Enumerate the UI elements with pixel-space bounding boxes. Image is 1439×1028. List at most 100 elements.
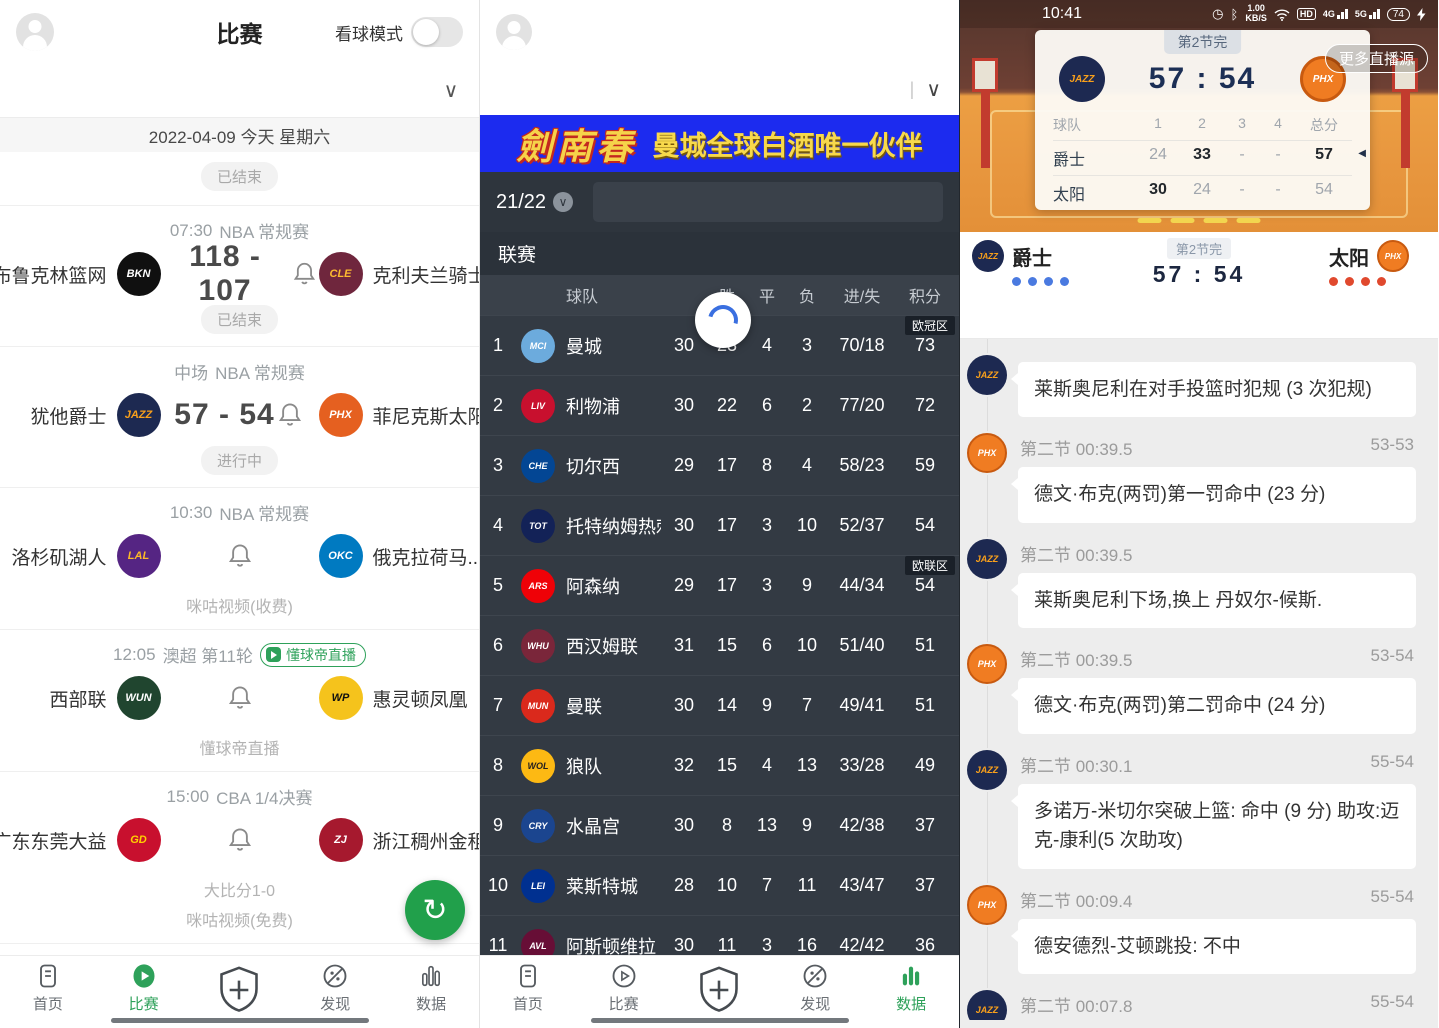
rank: 2 bbox=[492, 395, 503, 415]
quarter-row-jazz: 爵士 24 33- -57 bbox=[1053, 140, 1366, 175]
match-caption: 咪咕视频(收费) bbox=[186, 599, 293, 616]
nav-home[interactable]: 首页 bbox=[488, 962, 568, 1014]
col-goals: 进/失 bbox=[843, 289, 881, 306]
team-logo: TOT bbox=[521, 508, 555, 543]
match-time: 07:30 bbox=[169, 220, 213, 240]
live-badge-label: 懂球帝直播 bbox=[285, 646, 356, 663]
match-row[interactable]: 07:30 NBA 常规赛 布鲁克林篮网 BKN 118 - 107 CLE 克… bbox=[0, 206, 479, 347]
chevron-down-icon[interactable]: ∨ bbox=[423, 64, 479, 117]
nav-match[interactable]: 比赛 bbox=[584, 962, 664, 1014]
bell-icon[interactable] bbox=[275, 400, 305, 430]
team-logo: WHU bbox=[521, 628, 555, 663]
nav-data[interactable]: 数据 bbox=[391, 962, 471, 1014]
quarter-row-suns: 太阳 30 24- -54 bbox=[1053, 175, 1352, 210]
nav-discover[interactable]: 发现 bbox=[295, 962, 375, 1014]
logo-abbrev: OKC bbox=[328, 550, 353, 562]
standings-row[interactable]: 10 LEI 莱斯特城 28 10 7 11 43/47 37 bbox=[480, 855, 959, 915]
stats-segment-tab[interactable] bbox=[768, 182, 855, 222]
nav-home[interactable]: 首页 bbox=[8, 962, 88, 1014]
logo-abbrev: AVL bbox=[529, 940, 547, 951]
match-row[interactable]: 中场 NBA 常规赛 犹他爵士 JAZZ 57 - 54 PHX 菲尼克斯太阳 … bbox=[0, 347, 479, 488]
home-team-name: 爵士 bbox=[1012, 247, 1052, 270]
losses: 11 bbox=[797, 875, 817, 895]
away-team-logo: CLE bbox=[318, 252, 363, 296]
team-name: 莱斯特城 bbox=[566, 876, 638, 897]
event-meta: 第二节 00:39.5 53-53 bbox=[1018, 433, 1416, 460]
carousel-dot[interactable] bbox=[1203, 218, 1228, 223]
match-row[interactable]: 10:30 NBA 常规赛 洛杉矶湖人 LAL OKC 俄克拉荷马... 咪咕视… bbox=[0, 488, 479, 630]
goals-for-against: 43/47 bbox=[839, 875, 885, 895]
event-text: 德安德烈-艾顿跳投: 不中 bbox=[1011, 918, 1416, 975]
season-selector[interactable]: 21/22 ∨ bbox=[496, 191, 574, 214]
standings-row[interactable]: 8 WOL 狼队 32 15 4 13 33/28 49 bbox=[480, 735, 959, 795]
stats-segment-tab[interactable] bbox=[856, 182, 943, 222]
scoreboard-card[interactable]: 第2节完 JAZZ 57 : 54 PHX 球队 1 2 3 4 总分 爵士 24 33- -5… bbox=[1035, 30, 1370, 210]
goals-for-against: 44/34 bbox=[839, 575, 885, 595]
standings-row[interactable]: 7 MUN 曼联 30 14 9 7 49/41 51 bbox=[480, 675, 959, 735]
charging-icon bbox=[1417, 7, 1426, 21]
more-streams-button[interactable]: 更多直播源 bbox=[1324, 44, 1428, 73]
stats-segment-tab[interactable] bbox=[593, 182, 680, 222]
standings-row[interactable]: 4 TOT 托特纳姆热刺 30 17 3 10 52/37 54 bbox=[480, 495, 959, 555]
data-panel: | ∨ 劍南春 曼城全球白酒唯一伙伴 21/22 ∨ 联赛 球队 胜 平 负 进… bbox=[480, 0, 960, 1028]
watch-mode-label: 看球模式 bbox=[335, 24, 403, 44]
bell-icon[interactable] bbox=[290, 259, 319, 289]
bar-chart-icon bbox=[422, 965, 441, 987]
draws: 6 bbox=[761, 635, 772, 655]
bell-icon[interactable] bbox=[225, 683, 255, 713]
goals-for-against: 52/37 bbox=[839, 515, 885, 535]
logo-abbrev: JAZZ bbox=[124, 409, 153, 421]
nav-discover[interactable]: 发现 bbox=[775, 962, 855, 1014]
team-logo: LIV bbox=[521, 388, 555, 423]
standings-row[interactable]: 3 CHE 切尔西 29 17 8 4 58/23 59 bbox=[480, 435, 959, 495]
play-by-play-feed[interactable]: JAZZ 莱斯奥尼利在对手投篮时犯规 (3 次犯规) PHX 第二节 00:39… bbox=[960, 339, 1438, 1020]
user-avatar[interactable] bbox=[16, 13, 54, 51]
watch-mode-toggle[interactable] bbox=[411, 17, 463, 47]
nav-add[interactable] bbox=[679, 962, 759, 1018]
logo-abbrev: CHE bbox=[528, 460, 548, 471]
match-detail-tab[interactable] bbox=[1346, 307, 1350, 325]
live-stream-badge[interactable]: 懂球帝直播 bbox=[259, 642, 366, 667]
bell-icon[interactable] bbox=[225, 825, 255, 855]
user-avatar[interactable] bbox=[496, 14, 532, 50]
draws: 8 bbox=[761, 455, 772, 475]
match-detail-tab[interactable] bbox=[1048, 307, 1052, 325]
logo-abbrev: JAZZ bbox=[1069, 73, 1095, 85]
standings-row[interactable]: 9 CRY 水晶宫 30 8 13 9 42/38 37 bbox=[480, 795, 959, 855]
stats-segment-tab[interactable] bbox=[681, 182, 768, 222]
nav-match[interactable]: 比赛 bbox=[104, 962, 184, 1014]
nav-data[interactable]: 数据 bbox=[871, 962, 951, 1014]
match-detail-tab[interactable] bbox=[1197, 307, 1201, 325]
match-detail-tab[interactable] bbox=[1123, 307, 1127, 325]
ad-banner[interactable]: 劍南春 曼城全球白酒唯一伙伴 bbox=[480, 115, 959, 172]
league-tab-bar: | ∨ bbox=[480, 64, 959, 115]
match-detail-tab[interactable] bbox=[974, 307, 978, 325]
carousel-dot[interactable] bbox=[1137, 218, 1162, 223]
match-detail-tab[interactable] bbox=[1271, 307, 1275, 325]
logo-abbrev: CRY bbox=[528, 820, 548, 831]
wins: 14 bbox=[716, 695, 738, 715]
match-detail-tab[interactable] bbox=[1420, 307, 1424, 325]
match-teams: 西部联 WUN WP 惠灵顿凤凰 bbox=[0, 667, 479, 729]
away-team-name: 俄克拉荷马... bbox=[372, 547, 480, 569]
nav-label: 数据 bbox=[416, 996, 447, 1013]
chevron-down-icon[interactable]: ∨ bbox=[926, 79, 941, 101]
points: 49 bbox=[914, 755, 936, 775]
team-avatar: JAZZ bbox=[967, 538, 1007, 579]
standings-row[interactable]: 5 ARS 阿森纳 29 17 3 9 44/34 54 欧联区 bbox=[480, 555, 959, 615]
carousel-dot[interactable] bbox=[1170, 218, 1195, 223]
match-row[interactable]: 12:05 澳超 第11轮 懂球帝直播 西部联 WUN WP 惠灵顿凤凰 懂球帝… bbox=[0, 630, 479, 772]
played: 29 bbox=[673, 455, 695, 475]
logo-abbrev: PHX bbox=[977, 448, 997, 459]
standings-row[interactable]: 6 WHU 西汉姆联 31 15 6 10 51/40 51 bbox=[480, 615, 959, 675]
basketball-hoop-icon bbox=[1392, 58, 1426, 168]
bell-icon[interactable] bbox=[225, 541, 255, 571]
refresh-button[interactable]: ↻ bbox=[405, 880, 465, 940]
match-row[interactable]: 15:00 CBA 1/4决赛 广东东莞大益 GD ZJ 浙江稠州金租 大比分1… bbox=[0, 772, 479, 944]
event-meta: 第二节 00:07.8 55-54 bbox=[1018, 990, 1416, 1017]
draws: 13 bbox=[756, 815, 778, 835]
nav-add[interactable] bbox=[199, 962, 279, 1018]
carousel-dot[interactable] bbox=[1236, 218, 1261, 223]
standings-row[interactable]: 2 LIV 利物浦 30 22 6 2 77/20 72 bbox=[480, 375, 959, 435]
